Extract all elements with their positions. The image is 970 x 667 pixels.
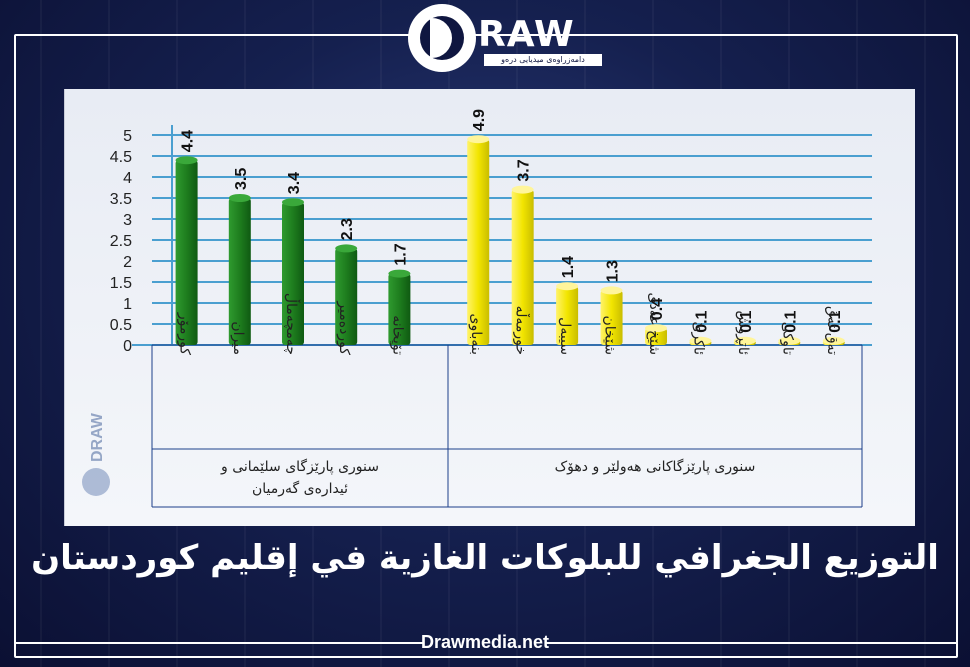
group-label: ئیدارەی گەرمیان bbox=[252, 480, 348, 497]
y-tick-label: 0 bbox=[123, 338, 132, 355]
logo-tagline: دامەزراوەی میدیایی درەو bbox=[484, 54, 602, 66]
y-tick-label: 1 bbox=[123, 296, 132, 313]
data-label: 1.3 bbox=[605, 260, 622, 282]
y-tick-label: 2 bbox=[123, 254, 132, 271]
bar-cap bbox=[388, 269, 411, 278]
bar bbox=[600, 290, 623, 345]
background-stripe bbox=[924, 0, 926, 667]
bar-cap bbox=[778, 336, 801, 345]
data-label: 4.4 bbox=[180, 130, 197, 152]
label-layer: 4.4 کورمۆر 3.5 میران 3.4 چەمچەماڵ 2.3 کوردەمیر 1… bbox=[177, 109, 844, 497]
chart-panel bbox=[64, 89, 915, 526]
data-label: 0.4 bbox=[649, 298, 666, 320]
bar-chart: 5 4.5 4 3.5 3 2.5 2 1.5 1 0.5 0 4.4 کورمۆر 3.5 میران 3… bbox=[110, 109, 872, 508]
y-tick-label: 5 bbox=[123, 128, 132, 145]
category-label: خورمەڵە bbox=[513, 306, 531, 355]
y-tick-label: 0.5 bbox=[110, 317, 132, 334]
y-tick-label: 2.5 bbox=[110, 233, 132, 250]
bar bbox=[175, 160, 198, 345]
data-label: 3.4 bbox=[286, 172, 303, 194]
data-label: 1.4 bbox=[560, 256, 577, 278]
category-label: چەمچەماڵ bbox=[283, 293, 301, 355]
category-label: تۆپخانە bbox=[389, 315, 405, 355]
bar-cap bbox=[556, 282, 579, 291]
data-label: 1.7 bbox=[392, 243, 409, 265]
category-label: شێخان bbox=[602, 315, 618, 355]
bar bbox=[467, 139, 490, 345]
y-tick-label: 1.5 bbox=[110, 275, 132, 292]
site-url: Drawmedia.net bbox=[420, 632, 550, 652]
footer-line-left bbox=[14, 642, 424, 644]
bar bbox=[282, 202, 304, 345]
draw-logo: RAW دامەزراوەی میدیایی درەو bbox=[408, 4, 604, 74]
data-label: 0.1 bbox=[738, 310, 755, 332]
axis-layer: 5 4.5 4 3.5 3 2.5 2 1.5 1 0.5 0 bbox=[110, 128, 863, 508]
category-label: تەق تەق bbox=[824, 306, 840, 355]
data-label: 4.9 bbox=[471, 109, 488, 131]
footer: Drawmedia.net bbox=[0, 628, 970, 658]
data-label: 0.1 bbox=[827, 310, 844, 332]
category-label: بنەباوی bbox=[468, 313, 484, 355]
group-label: سنوری پارێزگاکانی هەولێر و دهۆک bbox=[555, 458, 756, 475]
logo-word: RAW bbox=[478, 14, 575, 55]
bar-cap bbox=[600, 286, 623, 295]
bar-cap bbox=[175, 156, 198, 165]
bar bbox=[511, 189, 534, 345]
bar bbox=[388, 273, 411, 345]
category-label: ئاکرێ bbox=[690, 321, 706, 355]
bar-layer bbox=[175, 135, 845, 345]
headline: التوزيع الجغرافي للبلوكات الغازية في إقل… bbox=[31, 538, 939, 578]
y-tick-label: 3 bbox=[123, 212, 132, 229]
category-label: تاوکی bbox=[779, 322, 795, 355]
white-frame bbox=[14, 34, 958, 658]
data-label: 2.3 bbox=[339, 218, 356, 240]
data-label: 0.1 bbox=[782, 310, 799, 332]
bar bbox=[645, 328, 667, 345]
category-label: شێخ عەدی bbox=[646, 293, 662, 356]
bar-cap bbox=[733, 336, 756, 345]
group-label: سنوری پارێزگای سلێمانی و bbox=[220, 458, 379, 475]
bar-cap bbox=[228, 194, 251, 202]
bar-cap bbox=[282, 198, 304, 207]
category-label: کوردەمیر bbox=[336, 300, 352, 355]
data-label: 3.5 bbox=[233, 168, 250, 190]
bar-cap bbox=[689, 336, 712, 345]
bar-cap bbox=[645, 324, 667, 333]
bar-cap bbox=[511, 185, 534, 194]
data-label: 0.1 bbox=[693, 310, 710, 332]
bar-cap bbox=[822, 336, 845, 345]
bar bbox=[556, 286, 579, 345]
watermark-word: DRAW bbox=[89, 412, 106, 462]
logo-d-shape bbox=[430, 18, 452, 58]
bar-cap bbox=[335, 244, 358, 253]
category-label: ئاتڕوش bbox=[735, 311, 751, 356]
y-tick-label: 3.5 bbox=[110, 191, 132, 208]
category-label: میران bbox=[230, 321, 246, 355]
category-label: کورمۆر bbox=[177, 312, 193, 355]
y-tick-label: 4.5 bbox=[110, 149, 132, 166]
bar bbox=[335, 248, 358, 345]
draw-watermark: DRAW bbox=[82, 412, 110, 496]
bar-cap bbox=[467, 135, 490, 144]
data-label: 3.7 bbox=[516, 159, 533, 181]
watermark-circle-icon bbox=[82, 468, 110, 496]
category-label: سیبەل bbox=[557, 317, 573, 355]
footer-line-right bbox=[546, 642, 956, 644]
bar bbox=[228, 198, 251, 345]
y-tick-label: 4 bbox=[123, 170, 132, 187]
background-stripe bbox=[40, 0, 42, 667]
